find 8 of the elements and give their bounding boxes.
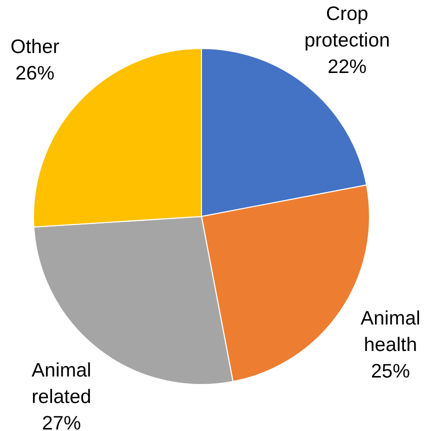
data-label: 25% <box>370 360 410 382</box>
data-label: 26% <box>15 62 54 84</box>
slice-label: Other <box>10 36 60 58</box>
slice-label: Crop protection <box>304 3 390 52</box>
slice-label: Animal health <box>360 308 420 356</box>
data-label: 27% <box>42 412 81 431</box>
data-label: 22% <box>328 56 367 78</box>
slice-label: Animal related <box>32 360 92 408</box>
